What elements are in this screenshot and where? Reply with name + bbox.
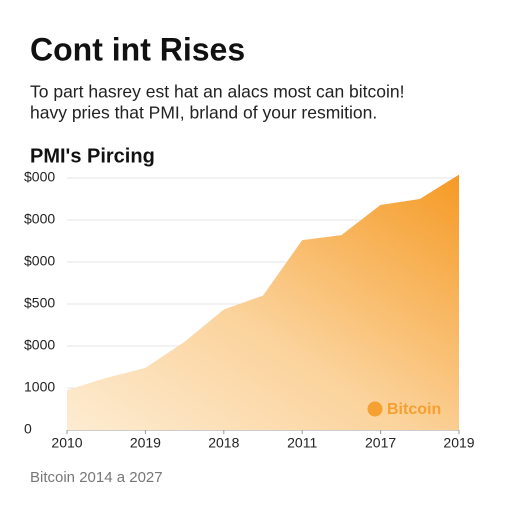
area — [67, 174, 459, 430]
y-tick-label: 0 — [24, 421, 32, 437]
legend-swatch — [367, 401, 383, 417]
subtitle: To part hasrey est hat an alacs most can… — [30, 82, 405, 102]
y-tick-label: $000 — [24, 169, 55, 185]
x-tick-label: 2018 — [208, 435, 239, 451]
title: Cont int Rises — [30, 31, 245, 67]
caption: Bitcoin 2014 a 2027 — [30, 469, 163, 486]
y-tick-label: $000 — [24, 253, 55, 269]
y-tick-label: $000 — [24, 211, 55, 227]
chart-title: PMI's Pircing — [30, 145, 155, 167]
x-tick-label: 2019 — [443, 435, 474, 451]
plot-area: 0 1000 $000 $500 $000 $000 $000 2010 2019 2018 201… — [24, 169, 475, 451]
subtitle: havy pries that PMI, brland of your resm… — [30, 103, 377, 123]
legend-label: Bitcoin — [387, 401, 441, 418]
y-tick-label: $500 — [24, 295, 55, 311]
x-tick-label: 2019 — [130, 435, 161, 451]
x-tick-label: 2010 — [51, 435, 82, 451]
x-tick-label: 2011 — [287, 435, 317, 451]
y-tick-label: 1000 — [24, 379, 55, 395]
y-tick-label: $000 — [24, 337, 55, 353]
x-tick-label: 2017 — [365, 435, 396, 451]
